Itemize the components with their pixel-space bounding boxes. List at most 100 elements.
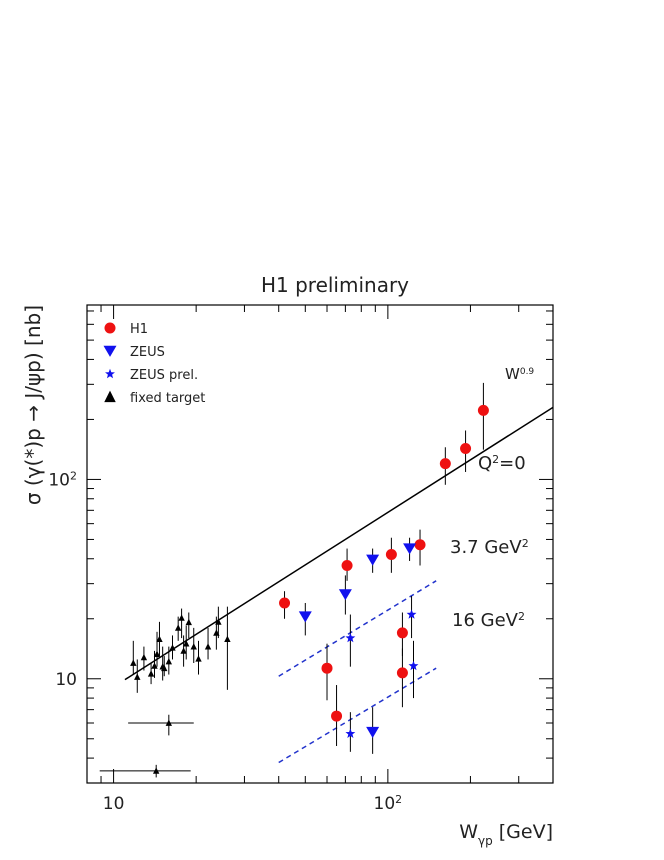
fixed-target-marker xyxy=(152,767,160,774)
fixed-target-marker xyxy=(169,644,176,651)
fixed-target-point xyxy=(204,627,212,660)
zeus-marker xyxy=(366,554,380,566)
zeus-prel--point xyxy=(408,640,419,699)
h1-marker xyxy=(321,662,333,674)
h1-point xyxy=(385,537,397,573)
legend-label: ZEUS xyxy=(130,345,165,360)
fixed-target-point xyxy=(159,646,166,681)
fixed-target-point xyxy=(180,635,187,667)
zeus-prel--marker xyxy=(345,728,356,738)
x-tick-label: 10 xyxy=(103,794,125,814)
fixed-target-point xyxy=(140,646,148,671)
fixed-target-point xyxy=(161,656,168,677)
zeus-marker xyxy=(366,726,380,738)
fixed-target-point xyxy=(134,659,141,693)
y-tick-label: 10 xyxy=(55,670,77,690)
h1-point xyxy=(460,430,472,472)
fit-line-dashed-2 xyxy=(278,667,437,764)
annotation-w-power: W0.9 xyxy=(505,365,534,383)
zeus-marker xyxy=(338,589,352,601)
fixed-target-point xyxy=(128,714,194,736)
h1-marker xyxy=(396,627,408,639)
fixed-target-point xyxy=(224,606,231,690)
annotation-3-7-gev2: 3.7 GeV2 xyxy=(450,537,529,559)
annotation-16-gev2: 16 GeV2 xyxy=(452,610,525,632)
fixed-target-point xyxy=(185,612,192,639)
zeus-marker xyxy=(403,543,417,555)
fixed-target-marker xyxy=(165,658,173,665)
h1-marker xyxy=(279,597,291,609)
zeus-point xyxy=(366,707,380,754)
h1-marker xyxy=(341,560,353,572)
y-tick-label: 102 xyxy=(48,469,77,491)
fixed-target-marker xyxy=(195,655,202,662)
zeus-prel--point xyxy=(345,614,356,667)
fixed-target-marker xyxy=(190,643,197,650)
fixed-target-marker xyxy=(156,635,163,643)
fixed-target-marker xyxy=(180,647,187,654)
legend-label: fixed target xyxy=(130,391,205,406)
fixed-target-marker xyxy=(161,664,168,672)
h1-point xyxy=(396,648,408,708)
fixed-target-point xyxy=(190,627,197,663)
fit-lines xyxy=(124,406,554,764)
fixed-target-point xyxy=(99,764,191,778)
h1-marker xyxy=(460,442,472,454)
labels: 10 102 10 102 H1 preliminary Wγp [GeV] σ (γ(*)… xyxy=(21,273,553,848)
x-axis-label: Wγp [GeV] xyxy=(459,821,553,848)
h1-point xyxy=(414,529,426,566)
legend-label: ZEUS prel. xyxy=(130,368,198,383)
zeus-prel--marker xyxy=(406,609,417,619)
fixed-target-point xyxy=(130,640,137,675)
fixed-target-point xyxy=(215,606,222,639)
fixed-target-marker xyxy=(151,662,158,669)
h1-point xyxy=(477,382,489,450)
legend-label: H1 xyxy=(130,322,148,337)
legend-marker xyxy=(104,390,116,403)
fixed-target-point xyxy=(178,608,185,639)
fixed-target-marker xyxy=(134,673,141,680)
chart-title: H1 preliminary xyxy=(261,273,409,297)
fixed-target-marker xyxy=(185,618,192,626)
fixed-target-point xyxy=(153,631,161,667)
zeus-prel--marker xyxy=(345,632,356,643)
fixed-target-marker xyxy=(153,650,161,657)
data-points xyxy=(99,382,489,778)
fixed-target-marker xyxy=(130,659,137,666)
fit-line-q2-0 xyxy=(124,406,554,681)
zeus-point xyxy=(298,602,312,636)
annotation-q2-0: Q2=0 xyxy=(478,453,526,475)
x-tick-label: 102 xyxy=(374,793,403,815)
plot-frame xyxy=(86,304,554,784)
zeus-prel--point xyxy=(406,596,417,639)
legend-marker xyxy=(104,322,116,334)
zeus-prel--point xyxy=(345,712,356,752)
fixed-target-marker xyxy=(204,643,212,650)
zeus-prel--marker xyxy=(408,660,419,671)
fixed-target-marker xyxy=(224,635,231,643)
fixed-target-point xyxy=(183,625,190,660)
zeus-point xyxy=(366,548,380,573)
fixed-target-point xyxy=(174,616,182,641)
zeus-marker xyxy=(298,611,312,623)
fixed-target-point xyxy=(151,650,158,678)
legend-entry: ZEUS prel. xyxy=(105,368,198,383)
fixed-target-marker xyxy=(174,624,182,631)
legend-entry: ZEUS xyxy=(103,345,165,360)
legend: H1 ZEUS ZEUS prel. fixed target xyxy=(103,322,205,406)
fixed-target-marker xyxy=(183,640,190,647)
fixed-target-point xyxy=(169,635,176,660)
h1-marker xyxy=(477,404,489,416)
zeus-point xyxy=(338,575,352,615)
fixed-target-marker xyxy=(178,614,185,621)
fixed-target-point xyxy=(195,640,202,675)
h1-point xyxy=(331,685,343,746)
h1-point xyxy=(279,591,291,619)
fixed-target-point xyxy=(147,662,155,685)
legend-entry: fixed target xyxy=(104,390,205,406)
h1-marker xyxy=(414,539,426,551)
h1-point xyxy=(341,548,353,581)
fixed-target-point xyxy=(165,646,173,675)
zeus-point xyxy=(403,537,417,561)
